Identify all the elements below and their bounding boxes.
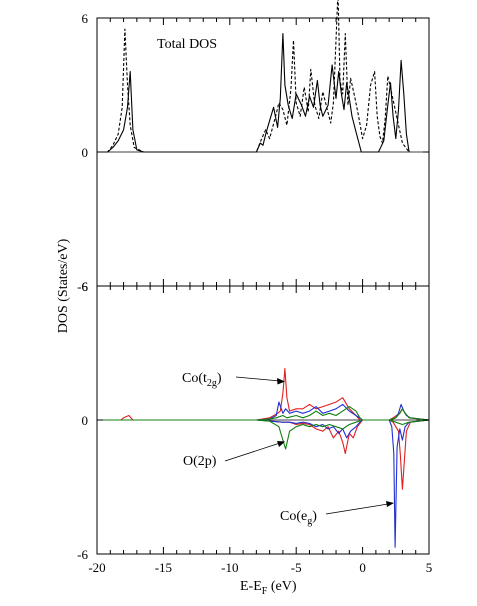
bottom-series-line-4	[97, 419, 430, 548]
svg-text:Co(t2g): Co(t2g)	[182, 371, 222, 389]
bottom-y-ticks: 6 0 -6	[77, 279, 429, 562]
bottom-xtick-label-4: 0	[359, 560, 366, 575]
annotation-eg-close: )	[312, 509, 317, 524]
y-axis-label: DOS (States/eV)	[56, 238, 71, 333]
bottom-series-line-5	[97, 419, 430, 450]
annotation-t2g-sub: 2g	[207, 378, 217, 389]
bottom-xtick-label-5: 5	[426, 560, 433, 575]
top-panel-title: Total DOS	[157, 37, 217, 52]
annotation-eg-sub: g	[307, 516, 312, 527]
annotation-eg-main: Co(e	[280, 509, 307, 524]
projected-dos-panel: 6 0 -6 -20 -15 -10 -5 0 5 Co(t2g) O(2p) Co(eg)	[77, 279, 432, 575]
annotation-t2g-close: )	[217, 371, 222, 386]
top-ytick-label-0: 6	[82, 11, 89, 26]
total-dos-panel: 6 0 -6 Total DOS	[77, 0, 430, 294]
top-ytick-label-2: -6	[77, 279, 88, 294]
annotation-t2g-arrow	[235, 376, 281, 382]
annotation-o2p-arrow	[224, 442, 281, 462]
bottom-series-line-3	[97, 419, 430, 490]
bottom-x-ticks: -20 -15 -10 -5 0 5	[88, 286, 432, 575]
bottom-series-line-0	[97, 368, 430, 421]
top-series-line-1	[97, 0, 410, 153]
svg-text:Co(eg): Co(eg)	[280, 509, 317, 527]
annotation-co-eg: Co(eg)	[280, 501, 394, 527]
x-axis-label: E-EF (eV)	[240, 579, 297, 597]
bottom-ytick-label-1: 0	[82, 413, 89, 428]
bottom-ytick-label-2: -6	[77, 547, 88, 562]
annotation-co-t2g: Co(t2g)	[182, 371, 285, 389]
bottom-series-group	[97, 368, 430, 548]
top-series-line-0	[97, 33, 410, 153]
annotation-o2p-text: O(2p)	[183, 454, 217, 469]
bottom-series-line-2	[97, 406, 430, 421]
bottom-xtick-label-1: -15	[155, 560, 172, 575]
bottom-ytick-label-0: 6	[82, 279, 89, 294]
top-ytick-label-1: 0	[82, 145, 89, 160]
annotation-eg-arrow	[325, 503, 389, 515]
bottom-xtick-label-2: -10	[221, 560, 238, 575]
bottom-xtick-label-0: -20	[88, 560, 105, 575]
bottom-xtick-label-3: -5	[291, 560, 302, 575]
bottom-series-line-1	[97, 401, 430, 421]
annotation-o2p-arrowhead	[277, 441, 285, 447]
top-series-group	[97, 0, 410, 153]
top-x-ticks	[96, 18, 430, 286]
annotation-eg-arrowhead	[386, 501, 394, 507]
annotation-t2g-arrowhead	[277, 378, 285, 385]
annotation-t2g-main: Co(t	[182, 371, 207, 386]
annotation-o2p: O(2p)	[183, 441, 285, 469]
